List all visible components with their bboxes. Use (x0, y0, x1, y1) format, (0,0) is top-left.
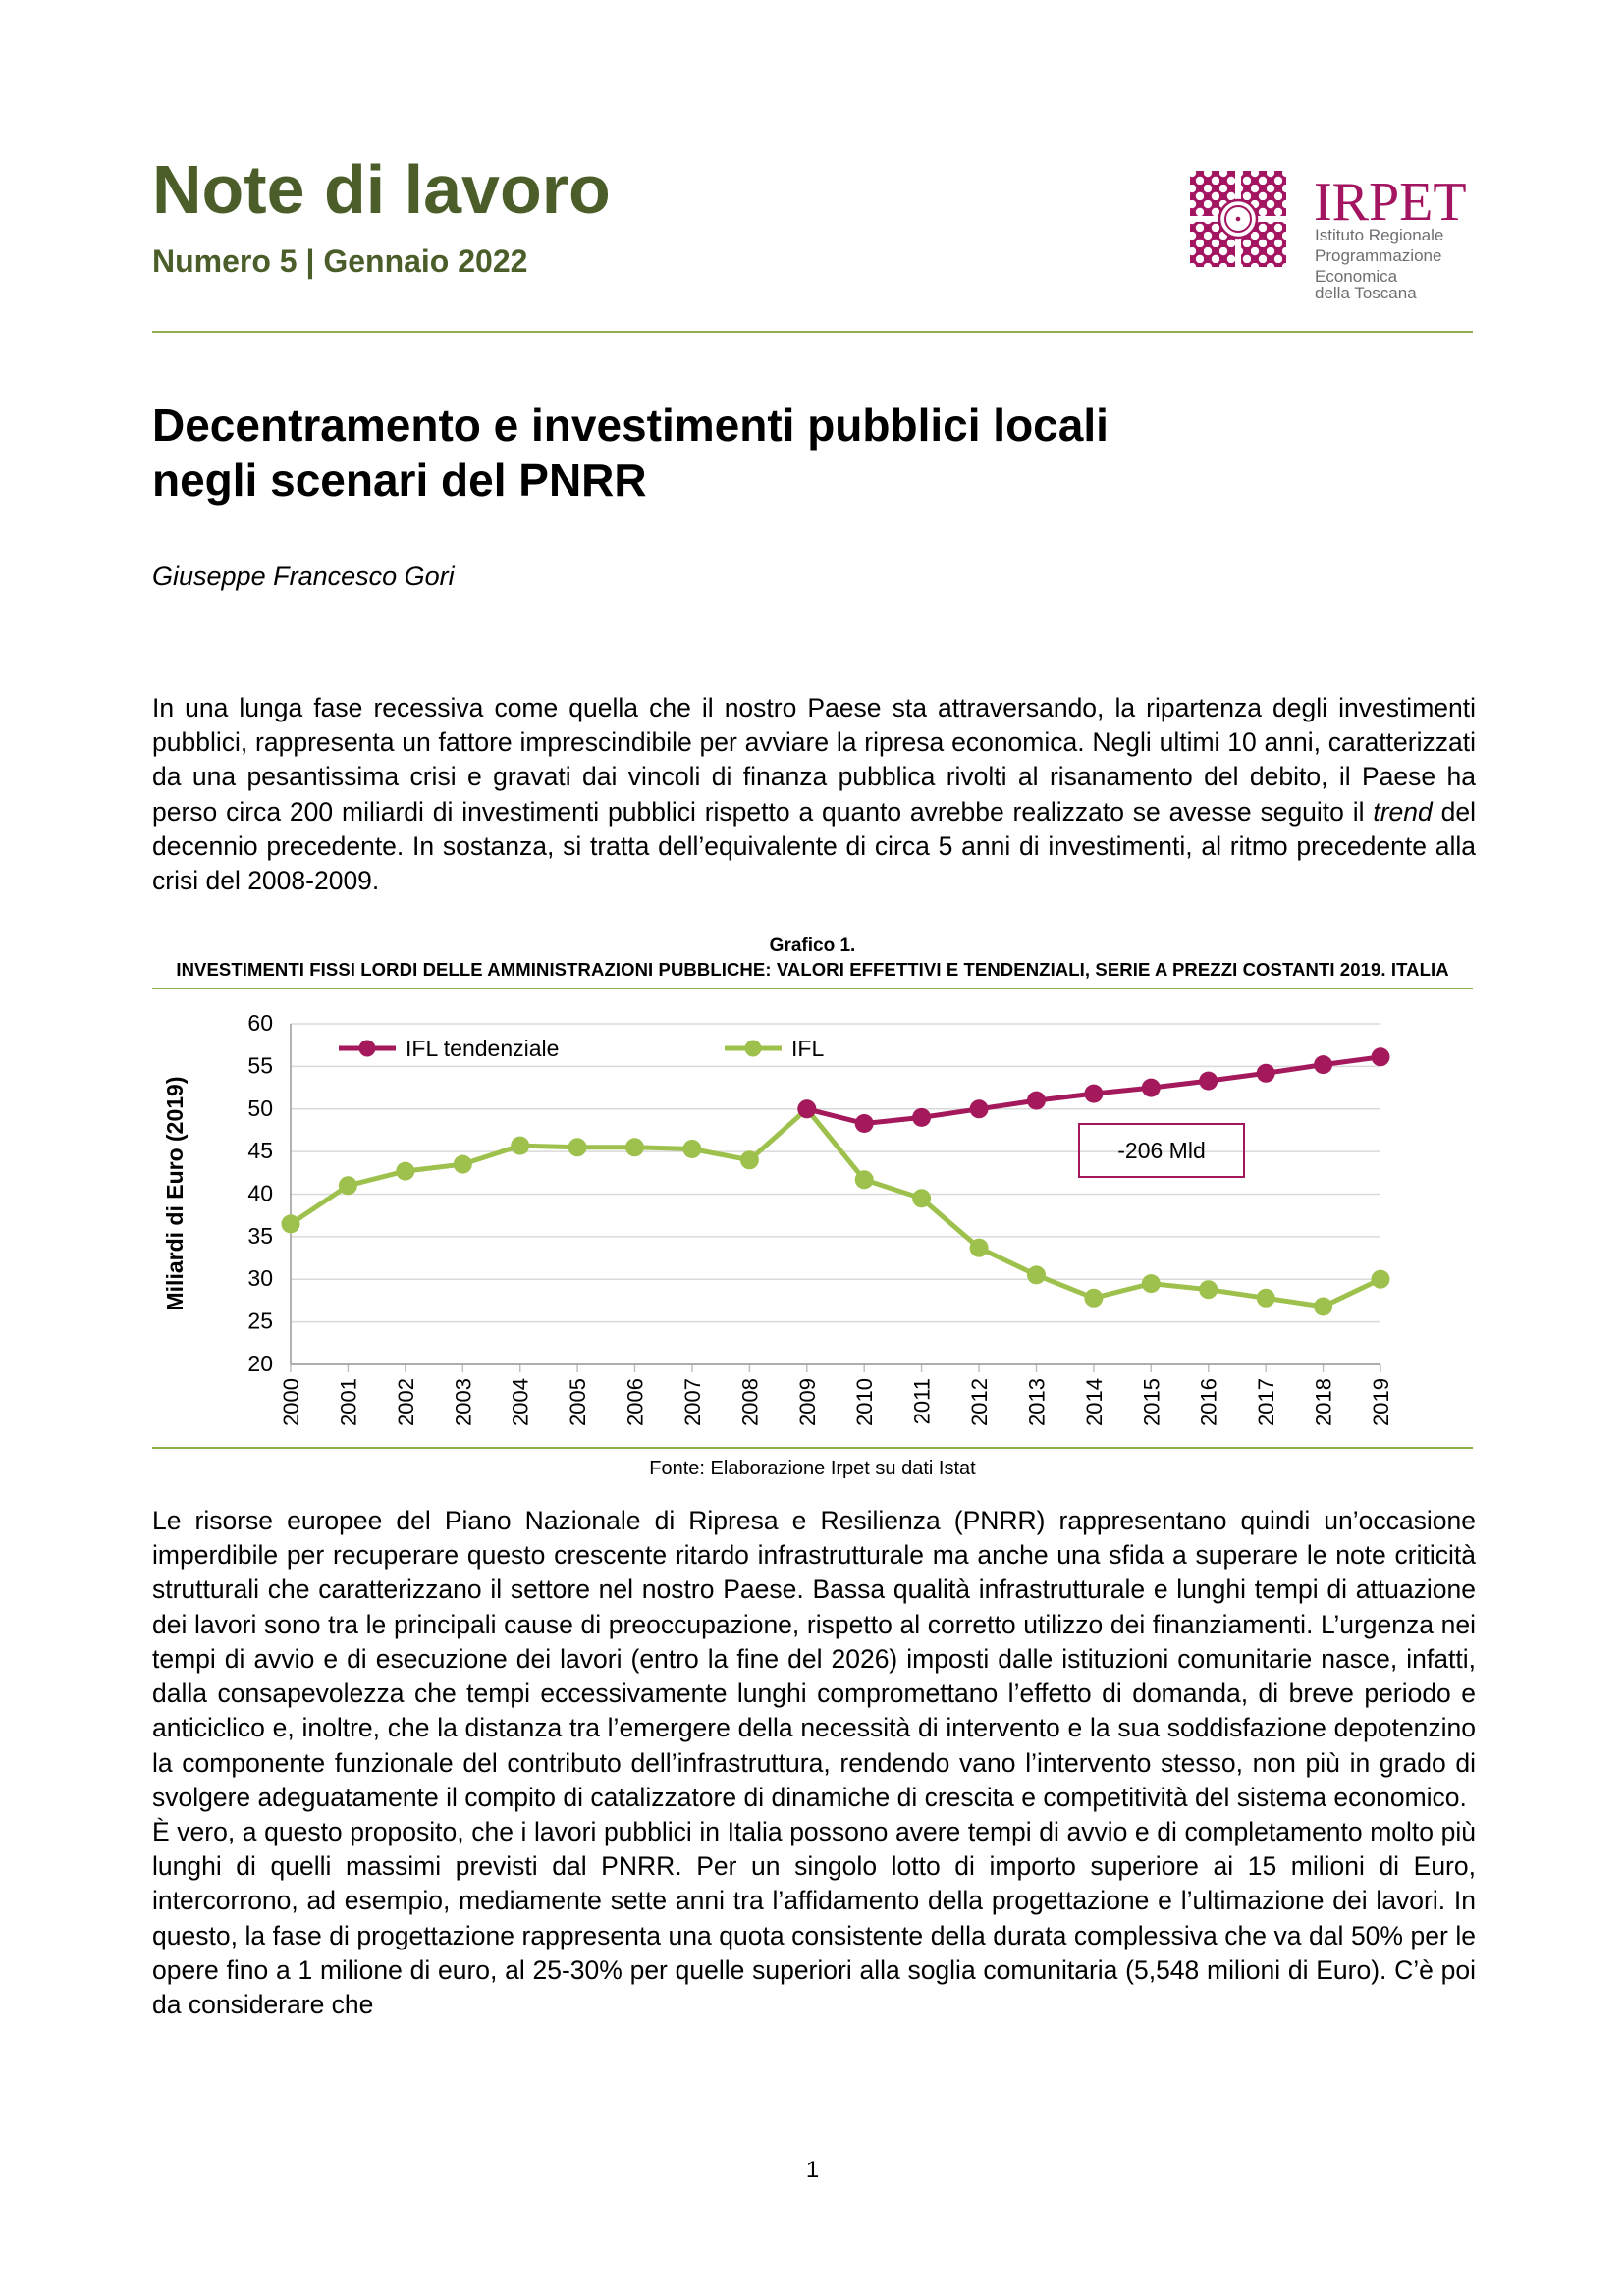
svg-text:40: 40 (247, 1181, 273, 1206)
svg-text:Istituto Regionale: Istituto Regionale (1315, 226, 1443, 244)
svg-text:2011: 2011 (910, 1378, 935, 1424)
svg-text:2018: 2018 (1312, 1378, 1336, 1426)
svg-text:2014: 2014 (1082, 1378, 1107, 1426)
svg-text:2005: 2005 (566, 1378, 590, 1426)
svg-text:IRPET: IRPET (1314, 172, 1467, 233)
svg-text:2019: 2019 (1369, 1378, 1393, 1426)
svg-text:55: 55 (247, 1052, 273, 1078)
svg-text:2009: 2009 (795, 1378, 820, 1426)
svg-text:60: 60 (247, 1010, 273, 1036)
svg-text:2017: 2017 (1254, 1378, 1278, 1426)
svg-text:2003: 2003 (451, 1378, 475, 1426)
svg-text:2006: 2006 (623, 1378, 648, 1426)
svg-text:2010: 2010 (852, 1378, 877, 1426)
svg-text:2013: 2013 (1025, 1378, 1050, 1426)
svg-text:45: 45 (247, 1138, 273, 1163)
svg-text:2016: 2016 (1197, 1378, 1221, 1426)
svg-text:2012: 2012 (967, 1378, 992, 1426)
svg-text:35: 35 (247, 1223, 273, 1249)
svg-text:2008: 2008 (737, 1378, 762, 1426)
svg-text:2015: 2015 (1139, 1378, 1164, 1426)
svg-text:2004: 2004 (509, 1378, 533, 1426)
svg-text:25: 25 (247, 1308, 273, 1334)
svg-text:IFL tendenziale: IFL tendenziale (406, 1037, 559, 1060)
svg-text:50: 50 (247, 1095, 273, 1121)
svg-text:IFL: IFL (791, 1037, 824, 1060)
svg-text:della Toscana: della Toscana (1315, 284, 1417, 301)
svg-text:20: 20 (247, 1351, 273, 1376)
svg-text:2001: 2001 (336, 1378, 360, 1426)
svg-text:Programmazione: Programmazione (1315, 246, 1441, 265)
svg-text:30: 30 (247, 1265, 273, 1291)
svg-text:2000: 2000 (279, 1378, 303, 1426)
svg-text:2002: 2002 (394, 1378, 418, 1426)
svg-text:2007: 2007 (680, 1378, 705, 1426)
